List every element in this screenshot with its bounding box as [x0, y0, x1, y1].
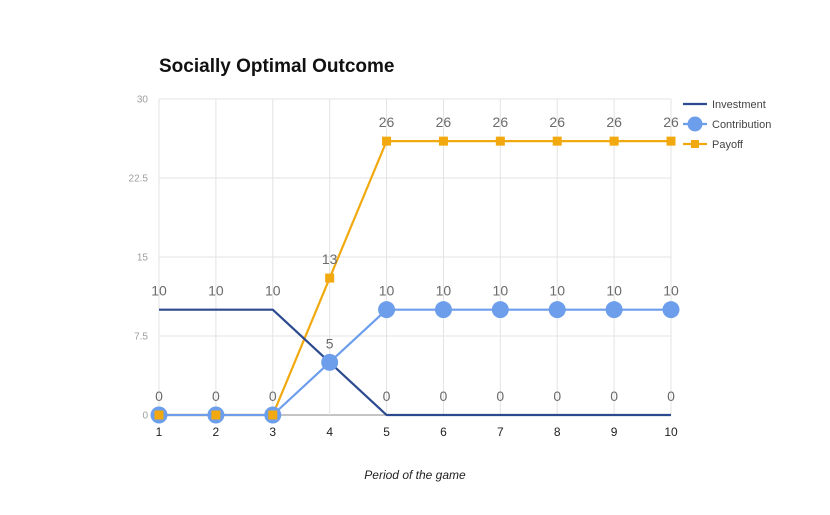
x-tick-label: 1 [156, 425, 163, 439]
y-tick-label: 7.5 [134, 332, 148, 343]
point-payoff [154, 410, 164, 420]
y-tick-label: 0 [142, 411, 148, 422]
point-contribution [491, 301, 509, 319]
point-payoff [325, 273, 335, 283]
data-label-investment: 0 [383, 388, 391, 404]
x-tick-label: 4 [326, 425, 333, 439]
point-payoff [666, 136, 676, 146]
point-payoff [438, 136, 448, 146]
data-label-contribution: 0 [212, 388, 220, 404]
data-label-investment: 10 [208, 283, 224, 299]
point-payoff [382, 136, 392, 146]
legend-marker-contribution [687, 116, 703, 132]
data-label-investment: 10 [151, 283, 167, 299]
series-line-contribution [159, 308, 671, 417]
series-markers [150, 136, 680, 424]
series-lines [159, 140, 671, 417]
data-label-payoff: 26 [549, 114, 565, 130]
point-payoff [609, 136, 619, 146]
x-tick-label: 9 [611, 425, 618, 439]
series-line-payoff [159, 140, 671, 417]
x-axis-ticks: 1 2 3 4 5 6 7 8 9 10 [156, 425, 678, 439]
data-label-payoff: 26 [493, 114, 509, 130]
data-label-contribution: 10 [663, 283, 679, 299]
data-label-investment: 0 [667, 388, 675, 404]
y-tick-label: 30 [137, 95, 149, 106]
y-tick-label: 22.5 [129, 174, 149, 185]
y-axis-ticks: 0 7.5 15 22.5 30 [129, 95, 149, 422]
data-label-payoff: 13 [322, 251, 338, 267]
point-payoff [552, 136, 562, 146]
data-label-investment: 0 [440, 388, 448, 404]
x-tick-label: 3 [269, 425, 276, 439]
x-axis-title: Period of the game [364, 468, 466, 482]
legend-label-contribution: Contribution [712, 119, 771, 131]
x-tick-label: 2 [213, 425, 220, 439]
legend-label-investment: Investment [712, 99, 766, 111]
data-label-contribution: 10 [379, 283, 395, 299]
point-payoff [268, 410, 278, 420]
point-payoff [211, 410, 221, 420]
point-contribution [378, 301, 396, 319]
point-contribution [605, 301, 623, 319]
data-label-payoff: 26 [436, 114, 452, 130]
point-contribution [434, 301, 452, 319]
data-label-payoff: 26 [379, 114, 395, 130]
point-payoff [495, 136, 505, 146]
point-contribution [548, 301, 566, 319]
x-tick-label: 10 [664, 425, 678, 439]
data-label-investment: 0 [553, 388, 561, 404]
data-label-payoff: 26 [663, 114, 679, 130]
x-tick-label: 6 [440, 425, 447, 439]
point-contribution [662, 301, 680, 319]
grid [158, 98, 672, 416]
data-label-investment: 0 [496, 388, 504, 404]
chart-title: Socially Optimal Outcome [159, 56, 394, 77]
legend-marker-payoff [691, 140, 699, 148]
x-tick-label: 5 [383, 425, 390, 439]
data-label-contribution: 0 [155, 388, 163, 404]
x-tick-label: 7 [497, 425, 504, 439]
x-tick-label: 8 [554, 425, 561, 439]
data-label-contribution: 10 [436, 283, 452, 299]
data-label-payoff: 26 [606, 114, 622, 130]
y-tick-label: 15 [137, 253, 149, 264]
series-line-investment [159, 308, 671, 417]
point-contribution [321, 353, 339, 371]
data-label-investment: 10 [265, 283, 281, 299]
legend: Investment Contribution Payoff [683, 99, 771, 151]
data-label-contribution: 10 [606, 283, 622, 299]
data-labels: 10 10 10 0 0 0 0 0 0 0 0 0 5 10 10 10 10 10 10 13 26 26 26 26 26… [151, 114, 679, 404]
data-label-contribution: 10 [493, 283, 509, 299]
legend-label-payoff: Payoff [712, 139, 744, 151]
data-label-contribution: 0 [269, 388, 277, 404]
data-label-investment: 0 [610, 388, 618, 404]
data-label-contribution: 10 [549, 283, 565, 299]
data-label-contribution: 5 [326, 335, 334, 351]
